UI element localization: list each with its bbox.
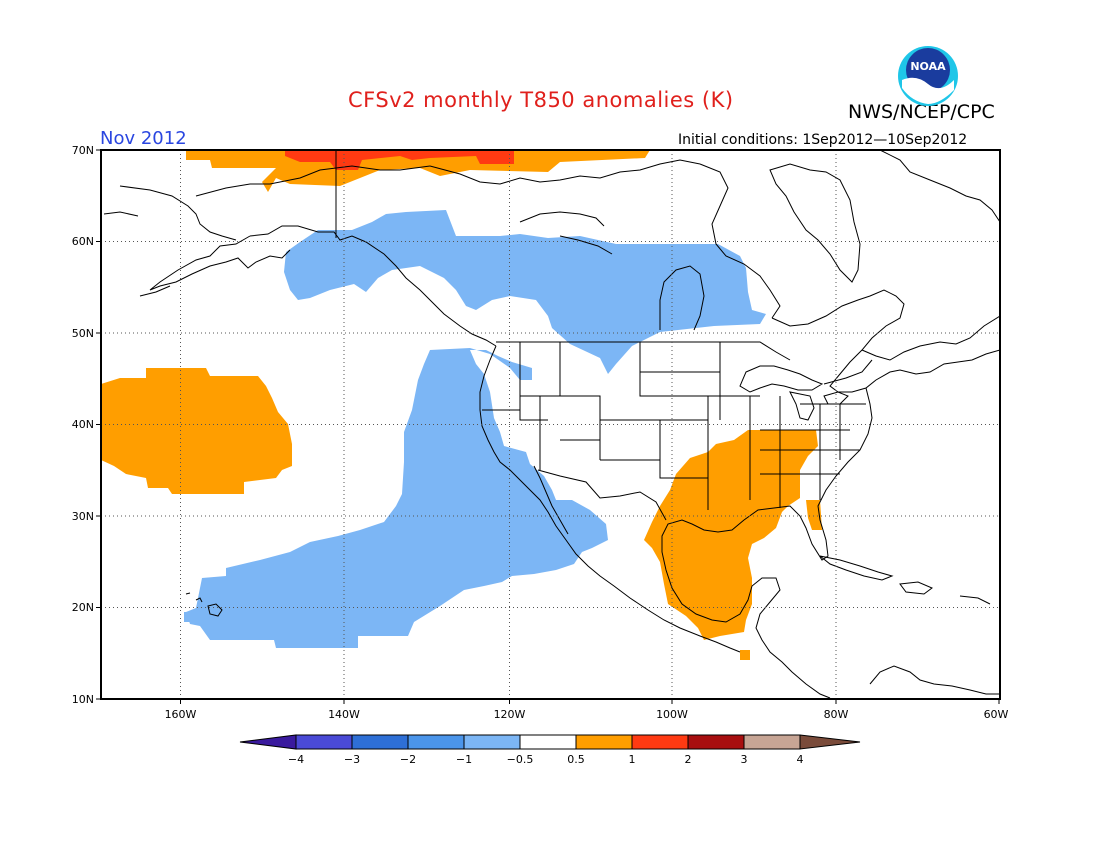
lat-label-60n: 60N [72,235,94,248]
colorbar-bin-neutral [519,734,577,750]
colorbar-bin-pos2 [687,734,745,750]
colorbar-label-pos1: 1 [629,753,636,766]
lon-label-80w: 80W [824,708,849,721]
lon-label-120w: 120W [494,708,526,721]
lat-label-40n: 40N [72,418,94,431]
pacific-cool-tail [184,612,194,622]
colorbar-bin-neg1 [463,734,521,750]
colorbar-label-neg2: −2 [400,753,416,766]
political-borders [335,150,873,521]
noaa-logo: NOAA [898,46,958,106]
arctic-hot-anomaly [285,150,514,170]
pacific-warm-anomaly [101,368,292,494]
gulf-warm-anomaly [644,430,818,640]
colorbar-max-triangle [799,734,861,750]
colorbar-bin-neg3 [351,734,409,750]
lat-label-30n: 30N [72,510,94,523]
colorbar-label-neg4: −4 [288,753,304,766]
colorbar-label-pos2: 2 [685,753,692,766]
lon-label-140w: 140W [328,708,360,721]
chart-title: CFSv2 monthly T850 anomalies (K) [348,88,734,112]
colorbar-bin-neg2 [407,734,465,750]
organization-label: NWS/NCEP/CPC [848,101,995,123]
pacific-cool-anomaly [186,348,608,648]
lat-label-50n: 50N [72,327,94,340]
central-america-warm-anomaly [740,650,750,660]
canada-cool-anomaly [284,210,766,374]
colorbar-min-triangle [239,734,297,750]
lat-label-10n: 10N [72,693,94,706]
lon-label-100w: 100W [656,708,688,721]
lat-label-20n: 20N [72,601,94,614]
initial-conditions: Initial conditions: 1Sep2012—10Sep2012 [678,132,968,148]
lat-label-70n: 70N [72,144,94,157]
colorbar-label-neg3: −3 [344,753,360,766]
colorbar-label-pos05: 0.5 [567,753,585,766]
lon-ticks [180,699,1000,704]
colorbar-label-pos4: 4 [797,753,804,766]
lon-label-60w: 60W [984,708,1009,721]
forecast-month: Nov 2012 [100,128,187,149]
lon-label-160w: 160W [165,708,197,721]
colorbar [239,734,861,750]
colorbar-bin-pos3 [743,734,801,750]
colorbar-bin-pos1 [631,734,689,750]
coastlines [103,150,1000,699]
colorbar-bin-neg4 [295,734,353,750]
colorbar-label-neg05: −0.5 [507,753,534,766]
noaa-logo-text: NOAA [910,60,946,73]
colorbar-label-neg1: −1 [456,753,472,766]
colorbar-bin-pos05 [575,734,633,750]
colorbar-label-pos3: 3 [741,753,748,766]
lat-ticks [96,149,101,700]
